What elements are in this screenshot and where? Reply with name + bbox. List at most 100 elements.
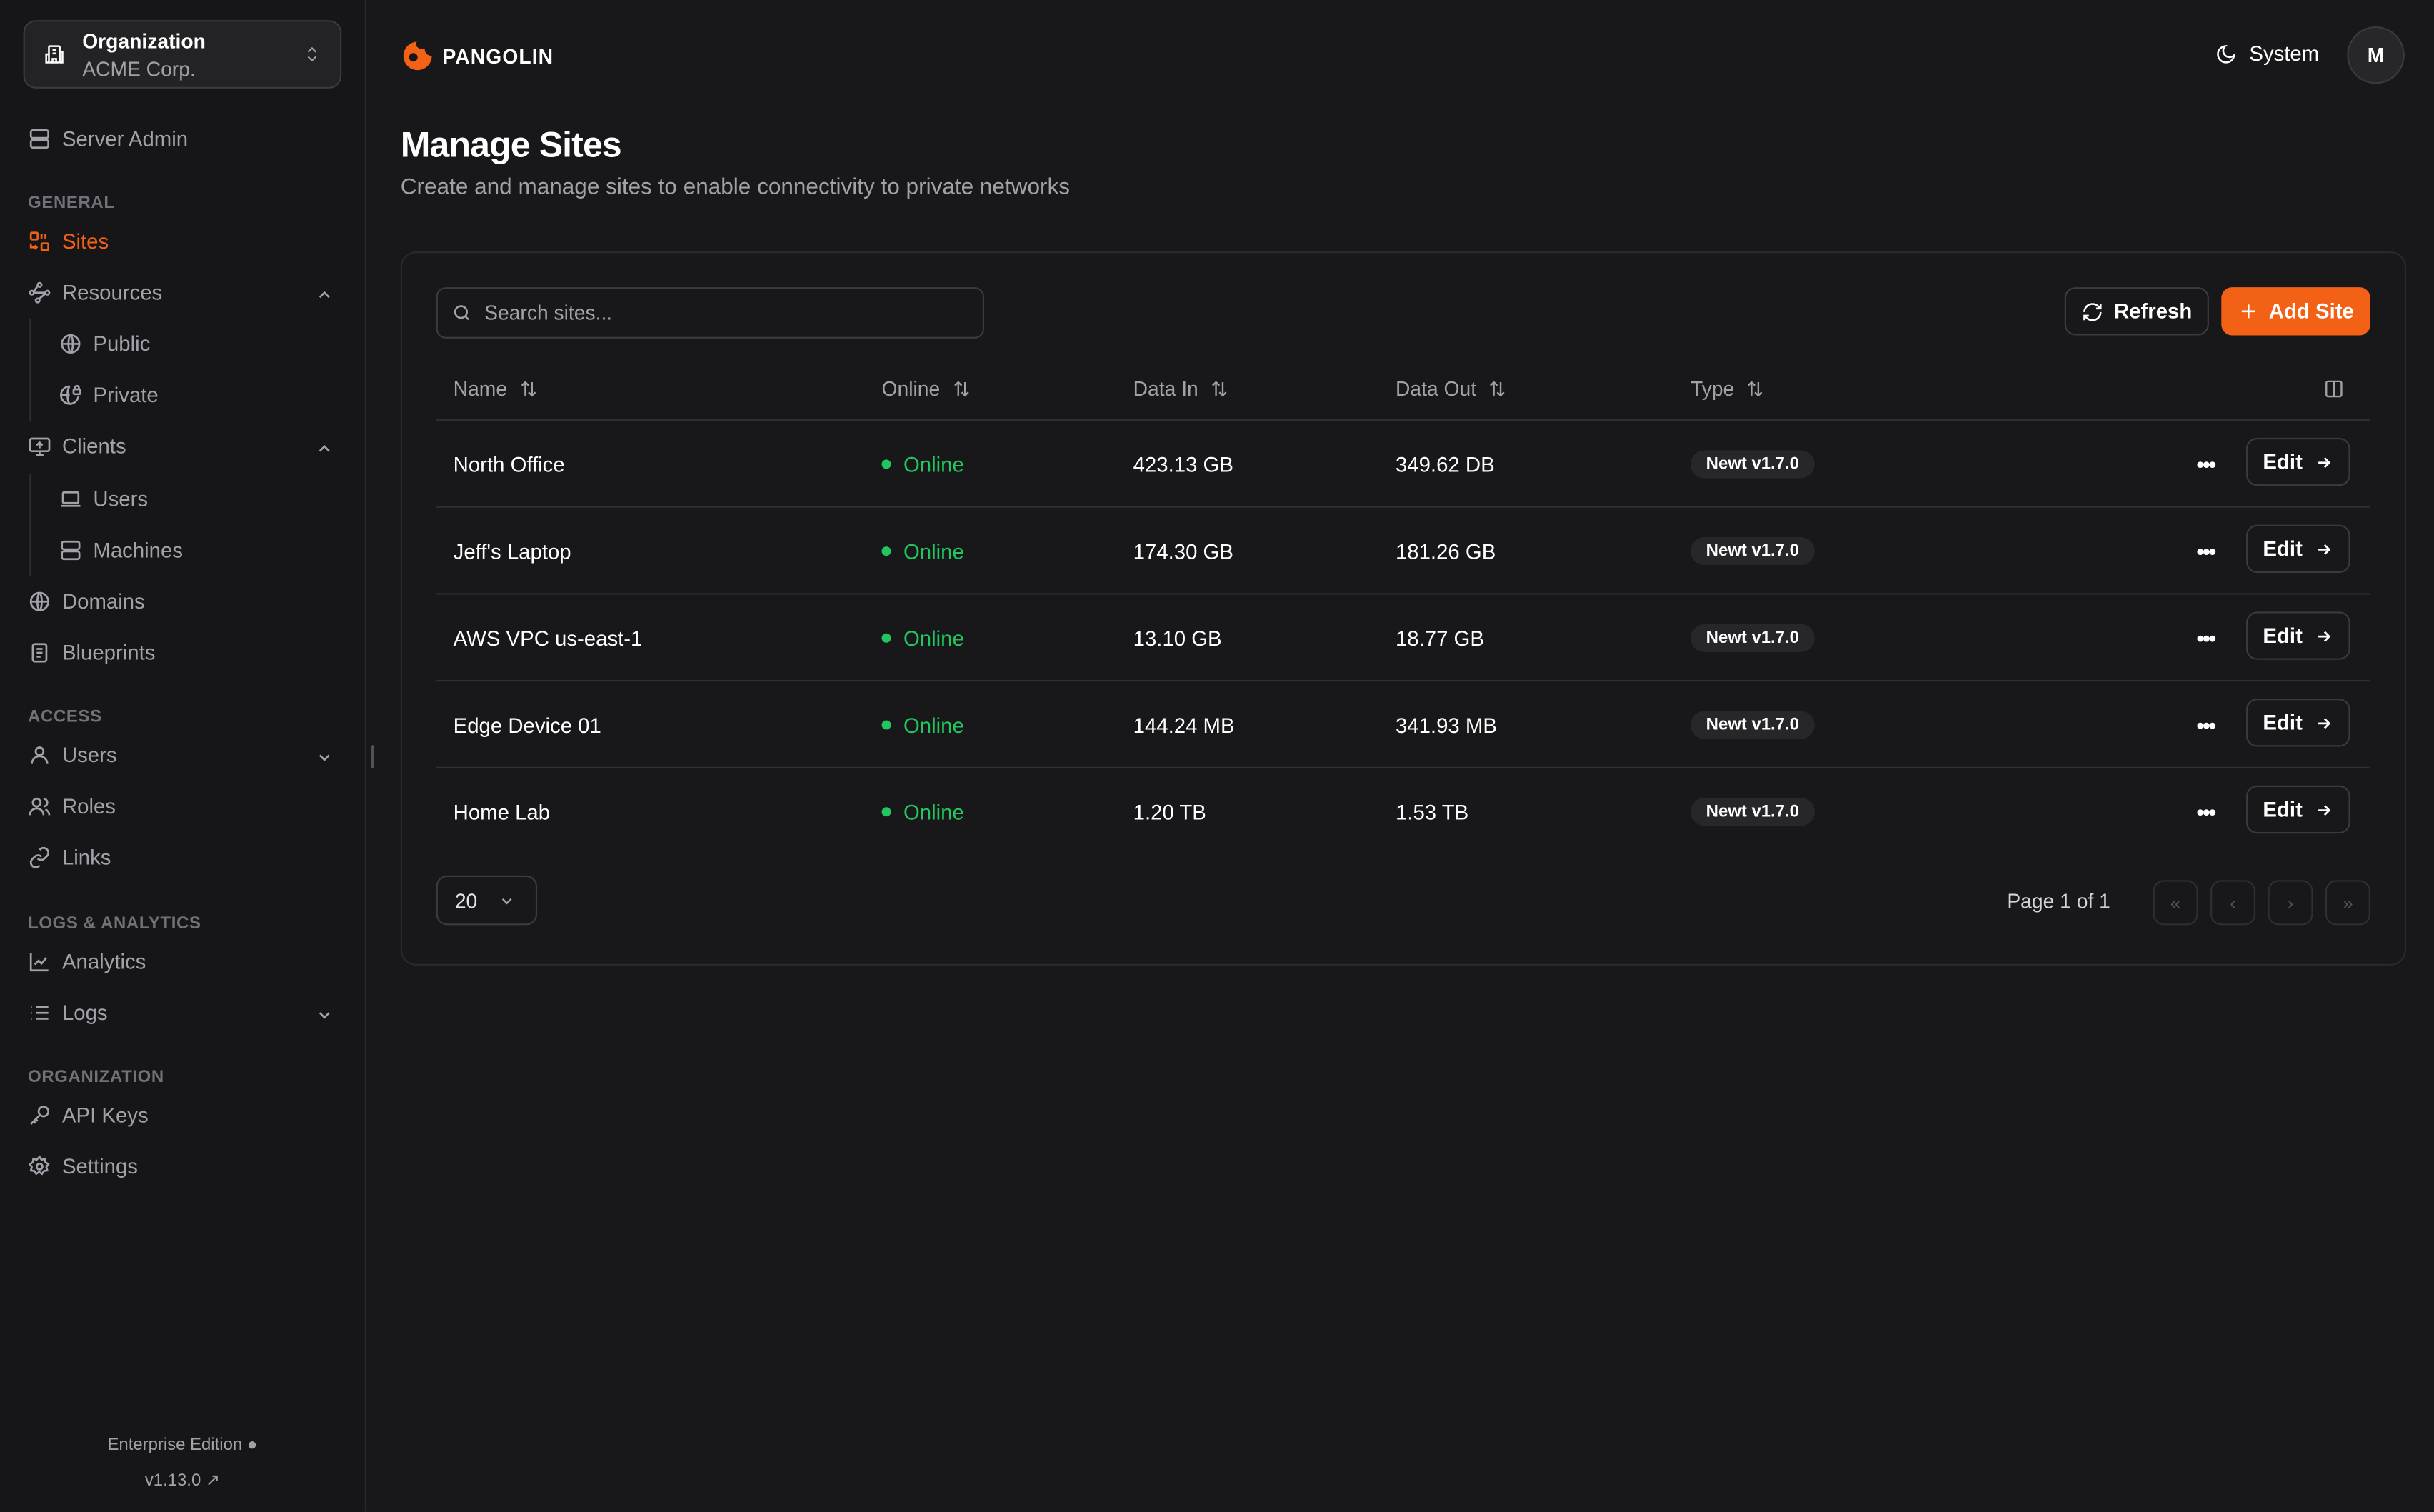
chevron-down-icon[interactable]	[315, 749, 334, 767]
column-label: Data Out	[1395, 377, 1477, 401]
edit-label: Edit	[2263, 450, 2303, 474]
edit-label: Edit	[2263, 711, 2303, 735]
sidebar-item-machines[interactable]: Machines	[59, 539, 183, 562]
column-header-data-out[interactable]: Data Out	[1396, 377, 1508, 401]
sidebar-item-links[interactable]: Links	[28, 846, 111, 869]
site-name[interactable]: Jeff's Laptop	[453, 539, 571, 563]
edit-label: Edit	[2263, 537, 2303, 561]
building-icon	[45, 45, 64, 64]
site-name[interactable]: North Office	[453, 452, 565, 476]
sidebar-item-private[interactable]: Private	[59, 384, 159, 406]
table-row[interactable]: Edge Device 01 Online 144.24 MB 341.93 M…	[436, 679, 2370, 768]
sidebar-resize-handle[interactable]	[371, 745, 374, 768]
theme-toggle[interactable]: System	[2215, 42, 2319, 65]
first-page-button[interactable]: «	[2153, 880, 2198, 926]
sidebar-item-label: Clients	[61, 434, 126, 459]
version-link[interactable]: v1.13.0 ↗	[0, 1470, 365, 1490]
next-page-button[interactable]: ›	[2268, 880, 2313, 926]
edit-button[interactable]: Edit	[2246, 437, 2350, 486]
avatar[interactable]: M	[2347, 26, 2405, 84]
status-label: Online	[903, 452, 964, 476]
brand-logo[interactable]: PANGOLIN	[401, 39, 554, 73]
chevron-down-icon[interactable]	[315, 1006, 334, 1024]
sidebar-item-logs[interactable]: Logs	[28, 1001, 108, 1025]
status-badge: Online	[881, 768, 964, 856]
sidebar-item-api-keys[interactable]: API Keys	[28, 1103, 149, 1127]
table-row[interactable]: Jeff's Laptop Online 174.30 GB 181.26 GB…	[436, 506, 2370, 595]
sidebar-item-label: Users	[93, 487, 149, 511]
sidebar-item-settings[interactable]: Settings	[28, 1155, 138, 1178]
site-name[interactable]: Home Lab	[453, 800, 551, 824]
chevron-right-icon: ›	[2287, 891, 2294, 914]
sidebar-item-label: Analytics	[61, 950, 146, 973]
sidebar-item-users[interactable]: Users	[28, 744, 117, 767]
sidebar-item-resources[interactable]: Resources	[28, 281, 162, 304]
more-actions-button[interactable]: •••	[2196, 625, 2217, 651]
last-page-button[interactable]: »	[2325, 880, 2370, 926]
status-badge: Online	[881, 594, 964, 681]
sidebar-item-label: Server Admin	[61, 127, 189, 151]
edit-button[interactable]: Edit	[2246, 524, 2350, 574]
add-site-button[interactable]: Add Site	[2221, 287, 2370, 336]
status-label: Online	[903, 713, 964, 737]
sidebar-item-server-admin[interactable]: Server Admin	[28, 127, 188, 151]
column-header-data-in[interactable]: Data In	[1133, 377, 1230, 401]
sidebar-item-domains[interactable]: Domains	[28, 590, 145, 614]
table-row[interactable]: Home Lab Online 1.20 TB 1.53 TB Newt v1.…	[436, 766, 2370, 856]
data-out: 349.62 DB	[1395, 452, 1495, 476]
more-actions-button[interactable]: •••	[2196, 799, 2217, 825]
plus-icon	[2241, 304, 2255, 319]
column-header-name[interactable]: Name	[454, 377, 539, 401]
sidebar-item-roles[interactable]: Roles	[28, 795, 116, 818]
users-icon	[29, 797, 51, 816]
sidebar-item-sites[interactable]: Sites	[28, 229, 109, 254]
sidebar-item-label: Logs	[61, 1001, 108, 1025]
site-name[interactable]: AWS VPC us-east-1	[453, 626, 643, 650]
edit-button[interactable]: Edit	[2246, 785, 2350, 834]
column-header-online[interactable]: Online	[882, 377, 971, 401]
data-out: 181.26 GB	[1395, 539, 1496, 563]
org-switcher[interactable]: Organization ACME Corp.	[23, 20, 342, 89]
column-header-type[interactable]: Type	[1691, 377, 1766, 401]
page-subtitle: Create and manage sites to enable connec…	[400, 175, 1071, 201]
sidebar-item-analytics[interactable]: Analytics	[28, 950, 146, 973]
more-actions-button[interactable]: •••	[2196, 539, 2217, 564]
page-size-value: 20	[454, 888, 478, 912]
columns-icon[interactable]	[2324, 379, 2344, 399]
refresh-button[interactable]: Refresh	[2064, 287, 2209, 336]
more-actions-button[interactable]: •••	[2196, 451, 2217, 477]
table-row[interactable]: North Office Online 423.13 GB 349.62 DB …	[436, 419, 2370, 508]
type-badge: Newt v1.7.0	[1690, 798, 1815, 826]
search-box[interactable]	[436, 287, 984, 339]
data-out: 341.93 MB	[1395, 713, 1497, 737]
org-label: Organization	[82, 29, 206, 53]
page-size-select[interactable]: 20	[436, 875, 538, 926]
status-dot	[881, 459, 891, 469]
prev-page-button[interactable]: ‹	[2210, 880, 2256, 926]
sidebar-item-public[interactable]: Public	[59, 332, 150, 356]
chevron-up-icon[interactable]	[315, 439, 334, 458]
site-name[interactable]: Edge Device 01	[453, 713, 601, 737]
data-in: 423.13 GB	[1133, 452, 1233, 476]
sidebar-item-label: Machines	[93, 539, 183, 562]
edition-link[interactable]: Enterprise Edition ●	[0, 1436, 365, 1454]
sidebar-item-clients[interactable]: Clients	[28, 434, 126, 459]
main-content: PANGOLIN System M Manage Sites Create an…	[366, 0, 2434, 1512]
status-dot	[881, 720, 891, 730]
type-badge: Newt v1.7.0	[1690, 711, 1815, 739]
table-row[interactable]: AWS VPC us-east-1 Online 13.10 GB 18.77 …	[436, 593, 2370, 681]
sidebar-item-label: Users	[61, 744, 117, 767]
sidebar-item-blueprints[interactable]: Blueprints	[28, 641, 155, 664]
status-label: Online	[903, 626, 964, 650]
chevron-up-icon[interactable]	[315, 286, 334, 304]
sidebar-item-label: API Keys	[61, 1103, 149, 1127]
edit-button[interactable]: Edit	[2246, 611, 2350, 660]
edit-button[interactable]: Edit	[2246, 699, 2350, 747]
sidebar-item-label: Sites	[61, 229, 109, 254]
type-badge: Newt v1.7.0	[1690, 624, 1815, 652]
search-input[interactable]	[481, 299, 953, 326]
sidebar-item-client-users[interactable]: Users	[59, 487, 148, 511]
org-name: ACME Corp.	[82, 57, 196, 81]
list-icon	[31, 1006, 49, 1020]
more-actions-button[interactable]: •••	[2196, 712, 2217, 738]
